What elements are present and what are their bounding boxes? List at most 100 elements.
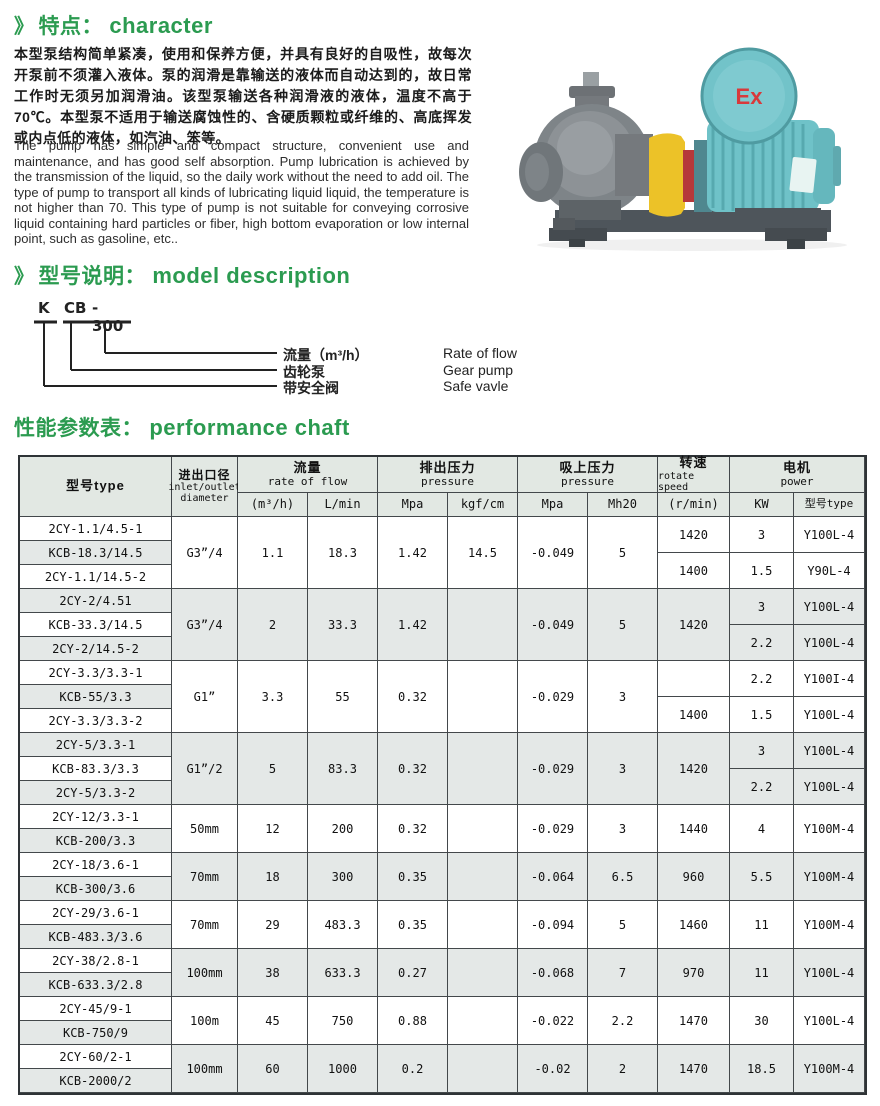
header-label: 排出压力 <box>419 460 476 476</box>
model-cell: 2CY-3.3/3.3-2 <box>20 709 172 733</box>
table-cell: 5 <box>238 733 308 805</box>
table-cell: G3”/4 <box>172 517 238 589</box>
table-cell: 1420 <box>658 733 730 805</box>
table-cell: -0.022 <box>518 997 588 1045</box>
table-cell: 0.35 <box>378 901 448 949</box>
table-cell: 38 <box>238 949 308 997</box>
table-cell: 1.42 <box>378 517 448 589</box>
table-cell: 1400 <box>658 697 730 733</box>
section-title-zh: 型号说明： <box>38 265 146 288</box>
model-cell: KCB-2000/2 <box>20 1069 172 1093</box>
table-cell: 5 <box>588 589 658 661</box>
header-label: power <box>780 474 814 488</box>
col-header-model: 型号type <box>20 457 172 517</box>
model-cell: KCB-300/3.6 <box>20 877 172 901</box>
table-cell: Y100M-4 <box>794 901 865 949</box>
table-cell: 70mm <box>172 853 238 901</box>
table-cell: 1.42 <box>378 589 448 661</box>
section-title-character: 》特点： character <box>14 10 213 40</box>
table-cell: 1440 <box>658 805 730 853</box>
table-cell: -0.029 <box>518 733 588 805</box>
header-label: 型号type <box>804 497 854 511</box>
table-cell: 5 <box>588 517 658 589</box>
table-cell: -0.029 <box>518 805 588 853</box>
table-cell: 960 <box>658 853 730 901</box>
model-cell: 2CY-18/3.6-1 <box>20 853 172 877</box>
header-label: 转速 <box>679 455 708 471</box>
table-cell: 0.32 <box>378 661 448 733</box>
model-cell: KCB-750/9 <box>20 1021 172 1045</box>
table-cell: Y100L-4 <box>794 625 865 661</box>
subcol-header-mpa2: Mpa <box>518 493 588 517</box>
table-cell: 30 <box>730 997 794 1045</box>
table-cell: 2.2 <box>730 625 794 661</box>
table-cell: 633.3 <box>308 949 378 997</box>
subcol-header-mpa: Mpa <box>378 493 448 517</box>
header-label: rotate speed <box>658 470 695 493</box>
table-cell: -0.064 <box>518 853 588 901</box>
model-cell: KCB-633.3/2.8 <box>20 973 172 997</box>
model-cell: KCB-33.3/14.5 <box>20 613 172 637</box>
chevron-prefix-icon: 》 <box>14 266 35 288</box>
table-cell <box>448 661 518 733</box>
table-cell: -0.094 <box>518 901 588 949</box>
model-cell: KCB-55/3.3 <box>20 685 172 709</box>
table-cell <box>448 997 518 1045</box>
table-cell: 7 <box>588 949 658 997</box>
header-label: inlet/outlet <box>168 482 241 494</box>
diagram-label-gear-en: Gear pump <box>443 362 514 378</box>
table-cell: 2.2 <box>588 997 658 1045</box>
table-cell: 1000 <box>308 1045 378 1093</box>
character-paragraph-en: The pump has simple and compact structur… <box>14 138 469 246</box>
motor-shape <box>694 120 841 224</box>
table-cell: 1460 <box>658 901 730 949</box>
table-cell: 0.27 <box>378 949 448 997</box>
table-cell: 1400 <box>658 553 730 589</box>
table-cell: Y90L-4 <box>794 553 865 589</box>
table-cell: 3 <box>730 517 794 553</box>
table-cell: 12 <box>238 805 308 853</box>
table-cell: 18.5 <box>730 1045 794 1093</box>
table-cell: 483.3 <box>308 901 378 949</box>
table-cell: G3”/4 <box>172 589 238 661</box>
diagram-label-valve-en: Safe vavle <box>443 378 509 394</box>
table-cell: 100mm <box>172 949 238 997</box>
table-cell: 83.3 <box>308 733 378 805</box>
table-cell: 0.32 <box>378 733 448 805</box>
table-cell: -0.02 <box>518 1045 588 1093</box>
table-cell: 1470 <box>658 997 730 1045</box>
table-cell: Y100M-4 <box>794 1045 865 1093</box>
table-cell: 300 <box>308 853 378 901</box>
table-cell: 0.35 <box>378 853 448 901</box>
table-cell: 45 <box>238 997 308 1045</box>
model-code-k: K <box>38 299 50 317</box>
subcol-header-mh20: Mh20 <box>588 493 658 517</box>
table-cell: G1”/2 <box>172 733 238 805</box>
model-cell: 2CY-29/3.6-1 <box>20 901 172 925</box>
table-cell: 50mm <box>172 805 238 853</box>
table-cell: 1.5 <box>730 697 794 733</box>
subcol-header-kw: KW <box>730 493 794 517</box>
table-cell <box>448 805 518 853</box>
model-cell: 2CY-3.3/3.3-1 <box>20 661 172 685</box>
coupling-ring-shape <box>683 150 694 202</box>
header-label: 进出口径 <box>178 467 231 482</box>
diagram-label-valve-zh: 带安全阀 <box>283 380 339 396</box>
table-cell: 2 <box>588 1045 658 1093</box>
table-cell: 14.5 <box>448 517 518 589</box>
col-header-speed: 转速 rotate speed <box>658 455 730 493</box>
model-cell: 2CY-1.1/14.5-2 <box>20 565 172 589</box>
table-cell <box>448 589 518 661</box>
table-cell <box>448 949 518 997</box>
col-header-outlet-pressure: 排出压力 pressure <box>378 457 518 493</box>
table-cell: 3 <box>730 733 794 769</box>
diagram-label-gear-zh: 齿轮泵 <box>283 364 325 380</box>
header-label: 型号type <box>66 478 125 494</box>
table-cell: 11 <box>730 901 794 949</box>
table-cell: Y100M-4 <box>794 853 865 901</box>
gear-pump-shape <box>519 72 653 230</box>
model-cell: KCB-483.3/3.6 <box>20 925 172 949</box>
table-cell: 100m <box>172 997 238 1045</box>
col-header-suction-pressure: 吸上压力 pressure <box>518 457 658 493</box>
